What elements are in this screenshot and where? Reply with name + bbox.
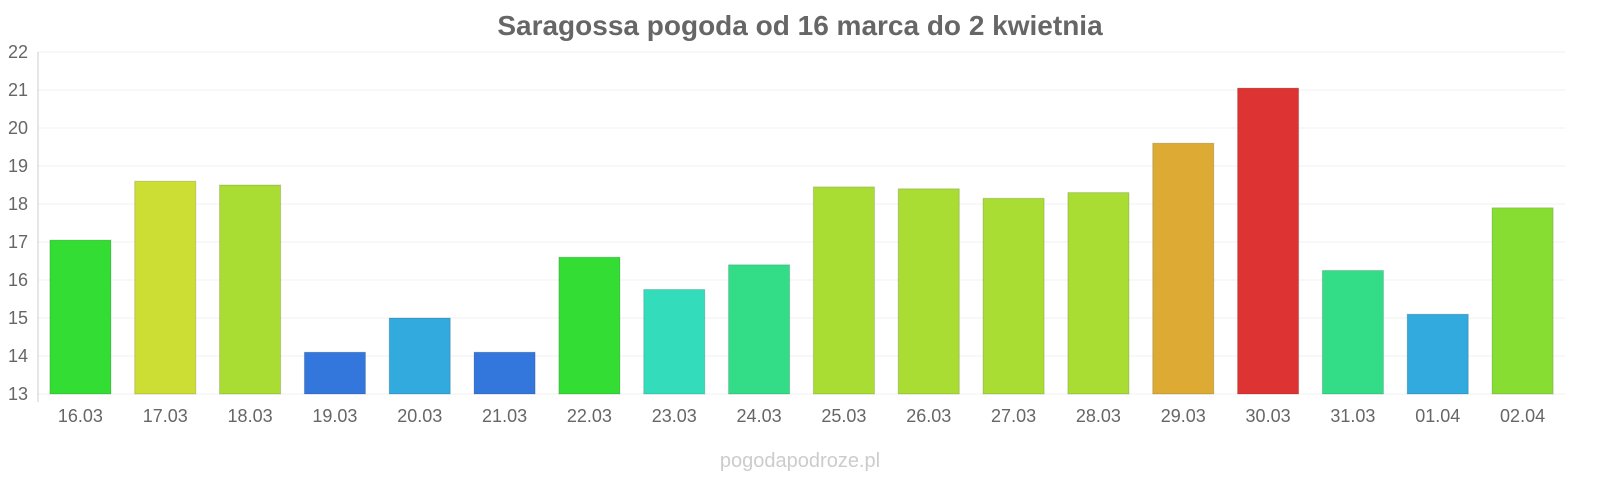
x-tick-label: 21.03 bbox=[482, 406, 527, 426]
bar[interactable] bbox=[1237, 87, 1300, 395]
x-tick-label: 17.03 bbox=[143, 406, 188, 426]
bar[interactable] bbox=[1491, 207, 1554, 395]
x-tick-label: 30.03 bbox=[1246, 406, 1291, 426]
bar[interactable] bbox=[473, 351, 536, 395]
bars bbox=[49, 87, 1554, 395]
bar[interactable] bbox=[1067, 192, 1130, 395]
x-tick-label: 24.03 bbox=[737, 406, 782, 426]
x-tick-label: 28.03 bbox=[1076, 406, 1121, 426]
x-tick-label: 22.03 bbox=[567, 406, 612, 426]
y-tick-label: 14 bbox=[8, 346, 28, 366]
bar[interactable] bbox=[643, 289, 706, 395]
x-tick-label: 26.03 bbox=[906, 406, 951, 426]
bar[interactable] bbox=[1406, 313, 1469, 395]
bar[interactable] bbox=[303, 351, 366, 395]
y-tick-label: 15 bbox=[8, 308, 28, 328]
x-tick-label: 02.04 bbox=[1500, 406, 1545, 426]
bar[interactable] bbox=[49, 239, 112, 395]
bar[interactable] bbox=[558, 256, 621, 395]
bar[interactable] bbox=[812, 186, 875, 395]
bar[interactable] bbox=[219, 184, 282, 395]
bar[interactable] bbox=[388, 317, 451, 395]
watermark: pogodapodroze.pl bbox=[719, 450, 881, 472]
x-tick-label: 29.03 bbox=[1161, 406, 1206, 426]
x-tick-label: 20.03 bbox=[397, 406, 442, 426]
y-tick-label: 21 bbox=[8, 80, 28, 100]
x-tick-label: 18.03 bbox=[228, 406, 273, 426]
x-tick-label: 25.03 bbox=[821, 406, 866, 426]
y-tick-label: 16 bbox=[8, 270, 28, 290]
bar[interactable] bbox=[1152, 142, 1215, 395]
bar[interactable] bbox=[728, 264, 791, 395]
y-tick-label: 20 bbox=[8, 118, 28, 138]
y-tick-label: 22 bbox=[8, 42, 28, 62]
bar[interactable] bbox=[897, 188, 960, 395]
chart-title: Saragossa pogoda od 16 marca do 2 kwietn… bbox=[497, 10, 1103, 41]
x-tick-label: 31.03 bbox=[1330, 406, 1375, 426]
x-tick-label: 19.03 bbox=[312, 406, 357, 426]
bar[interactable] bbox=[134, 180, 197, 395]
grid-lines bbox=[38, 51, 1565, 395]
y-tick-label: 13 bbox=[8, 384, 28, 404]
x-tick-label: 16.03 bbox=[58, 406, 103, 426]
tick-labels: 13 14 15 16 17 18 19 20 21 22 16.03 17.03 18.03 19.03… bbox=[8, 42, 1545, 426]
y-tick-label: 19 bbox=[8, 156, 28, 176]
x-tick-label: 23.03 bbox=[652, 406, 697, 426]
y-tick-label: 18 bbox=[8, 194, 28, 214]
bar[interactable] bbox=[1321, 270, 1384, 395]
x-tick-label: 01.04 bbox=[1415, 406, 1460, 426]
y-tick-label: 17 bbox=[8, 232, 28, 252]
bar[interactable] bbox=[982, 197, 1045, 395]
x-tick-label: 27.03 bbox=[991, 406, 1036, 426]
